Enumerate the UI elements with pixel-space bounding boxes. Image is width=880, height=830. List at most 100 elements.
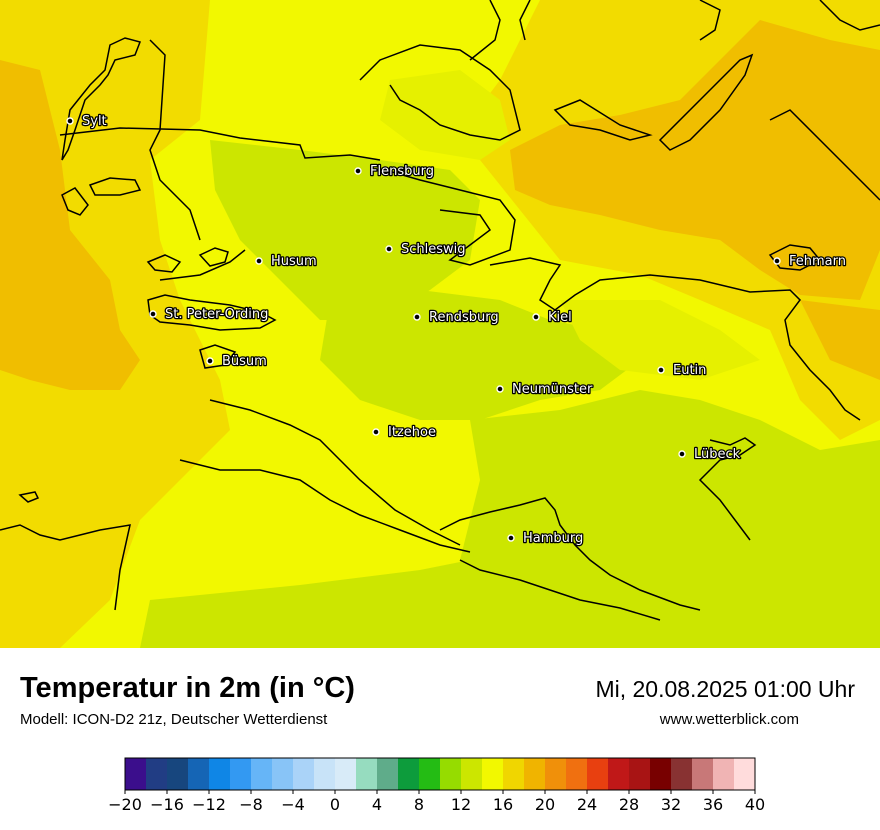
city-flensburg: Flensburg [354,163,435,180]
legend-tick-label: −20 [108,795,142,814]
legend-swatch [356,758,378,790]
city-dot [354,167,362,175]
legend-swatch [629,758,651,790]
temp-zone-20-west-sea [0,60,140,390]
city-label: Büsum [222,354,267,369]
city-neumuenster: Neumünster [496,381,594,398]
legend-swatch [587,758,609,790]
city-label: Sylt [82,114,107,129]
legend-tick-label: 0 [330,795,340,814]
legend-swatch [314,758,336,790]
legend-tick-label: 36 [703,795,723,814]
temp-zone-12-south [140,560,470,648]
legend-outline [124,757,756,791]
legend-swatch [608,758,630,790]
city-husum: Husum [255,253,318,270]
city-markers: Sylt Flensburg Schleswig Husum Fehmarn St. Pe… [66,113,847,547]
legend-swatch [566,758,588,790]
city-label: Flensburg [370,164,434,179]
legend-swatch [251,758,273,790]
legend-tick-label: 20 [535,795,555,814]
color-legend: −20 −16 −12 −8 −4 0 4 8 12 16 20 24 28 32 36 40 [108,757,765,814]
city-kiel: Kiel [532,309,573,326]
legend-swatch [650,758,672,790]
city-label: Husum [271,254,317,269]
temp-zone-20-baltic [510,20,880,300]
legend-swatch [440,758,462,790]
city-dot [413,313,421,321]
legend-swatch [377,758,399,790]
city-itzehoe: Itzehoe [372,424,437,441]
legend-swatch [188,758,210,790]
legend-swatch [398,758,420,790]
legend-swatch [125,758,147,790]
city-schleswig: Schleswig [385,241,467,258]
city-fehmarn: Fehmarn [773,253,847,270]
legend-swatch [734,758,756,790]
city-dot [372,428,380,436]
city-dot [496,385,504,393]
legend-tick-label: 12 [451,795,471,814]
temp-zone-18-southwest [0,520,100,648]
legend-swatch [230,758,252,790]
legend-swatch [209,758,231,790]
legend-tick-label: −4 [281,795,305,814]
city-dot [66,117,74,125]
legend-tick-label: −16 [150,795,184,814]
city-label: Lübeck [694,447,741,462]
legend-swatch [272,758,294,790]
city-label: Itzehoe [388,425,436,440]
city-label: Neumünster [512,382,593,397]
legend-swatch [671,758,693,790]
legend-swatch [335,758,357,790]
legend-swatch [524,758,546,790]
temp-zone-20-fehmarn-belt [800,300,880,380]
legend-swatch [419,758,441,790]
legend-tick-label: −12 [192,795,226,814]
legend-tick-label: 28 [619,795,639,814]
legend-ticks: −20 −16 −12 −8 −4 0 4 8 12 16 20 24 28 32 36 40 [108,790,765,814]
city-hamburg: Hamburg [507,530,585,547]
legend-swatch [293,758,315,790]
legend-tick-label: 16 [493,795,513,814]
city-buesum: Büsum [206,353,268,370]
city-label: Kiel [548,310,572,325]
city-st-peter-ording: St. Peter-Ording [149,306,270,323]
legend-swatch [545,758,567,790]
temperature-map: Sylt Flensburg Schleswig Husum Fehmarn St. Pe… [0,0,880,648]
legend-tick-label: 8 [414,795,424,814]
city-dot [532,313,540,321]
city-label: Fehmarn [789,254,846,269]
legend-swatch [146,758,168,790]
city-dot [657,366,665,374]
temp-zone-12-central-north [210,140,480,320]
legend-swatch [482,758,504,790]
city-label: Schleswig [401,242,466,257]
city-eutin: Eutin [657,362,708,379]
temp-zone-14-flensburg-area [380,70,510,160]
forecast-datetime: Mi, 20.08.2025 01:00 Uhr [595,676,855,702]
city-label: Hamburg [523,531,583,546]
city-dot [385,245,393,253]
city-rendsburg: Rendsburg [413,309,500,326]
temp-zone-14-eutin-area [560,300,760,380]
legend-tick-label: 40 [745,795,765,814]
city-dot [678,450,686,458]
city-dot [149,310,157,318]
city-luebeck: Lübeck [678,446,742,463]
city-label: St. Peter-Ording [165,307,268,322]
legend-swatch [692,758,714,790]
website-link[interactable]: www.wetterblick.com [659,711,799,728]
legend-swatch [167,758,189,790]
city-label: Rendsburg [429,310,499,325]
temp-zone-12-southeast [460,390,880,648]
temp-zone-12-central [320,290,640,420]
city-dot [773,257,781,265]
city-label: Eutin [673,363,706,378]
legend-bars [124,757,756,791]
coastlines [0,0,880,621]
city-dot [206,357,214,365]
city-dot [507,534,515,542]
legend-tick-label: −8 [239,795,263,814]
legend-tick-label: 32 [661,795,681,814]
